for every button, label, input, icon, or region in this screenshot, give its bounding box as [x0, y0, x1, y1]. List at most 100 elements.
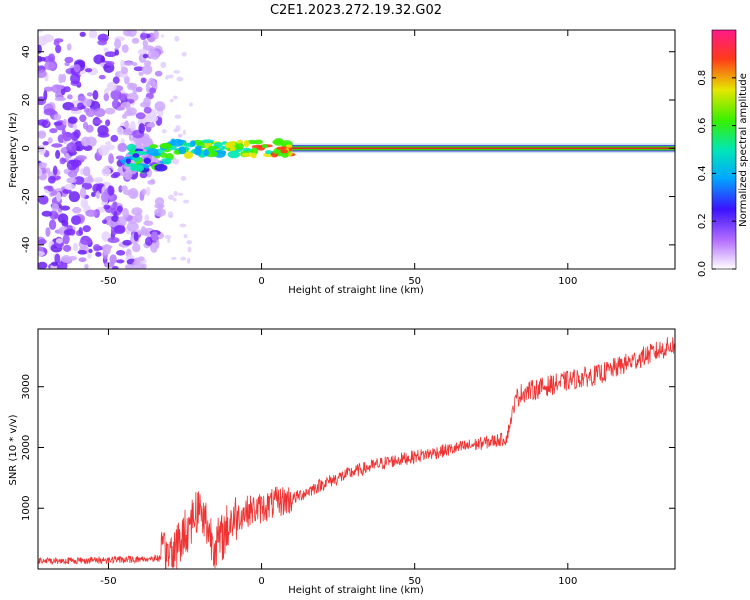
signal-blob	[132, 153, 140, 158]
noise-blob	[154, 70, 163, 77]
noise-blob	[78, 257, 87, 263]
noise-blob	[168, 214, 173, 219]
noise-blob	[84, 264, 89, 269]
signal-blob	[280, 149, 289, 154]
noise-blob	[70, 106, 80, 112]
y-tick-label: 2000	[21, 435, 32, 460]
noise-blob	[133, 231, 139, 242]
x-tick-label: 0	[258, 276, 264, 287]
noise-blob	[70, 73, 81, 85]
noise-blob	[181, 51, 187, 57]
noise-blob	[67, 94, 73, 100]
noise-blob	[68, 191, 81, 203]
noise-blob	[154, 101, 166, 112]
signal-blob	[261, 144, 268, 149]
noise-blob	[65, 152, 70, 162]
noise-blob	[85, 209, 97, 217]
noise-blob	[179, 223, 187, 228]
noise-blob	[150, 50, 160, 60]
signal-blob	[244, 141, 251, 147]
noise-blob	[112, 76, 120, 84]
noise-blob	[86, 92, 93, 97]
noise-blob	[139, 32, 147, 41]
x-tick-label: 100	[558, 276, 577, 287]
signal-blob	[189, 140, 196, 147]
noise-blob	[92, 89, 99, 101]
noise-blob	[67, 116, 78, 124]
noise-blob	[56, 191, 62, 202]
noise-blob	[167, 194, 175, 200]
noise-blob	[102, 219, 107, 224]
signal-blob	[250, 152, 257, 159]
noise-blob	[111, 215, 120, 222]
signal-blob	[123, 156, 136, 161]
colorbar-tick-label: 0.2	[697, 213, 708, 229]
snr-x-ticks: -50 0 50 100	[100, 329, 577, 587]
signal-blob	[224, 142, 233, 149]
noise-blob	[45, 227, 51, 237]
noise-blob	[50, 261, 59, 267]
noise-blob	[95, 190, 101, 199]
signal-blob	[194, 147, 202, 156]
noise-blob	[38, 96, 44, 106]
noise-blob	[90, 191, 96, 197]
noise-blob	[174, 114, 182, 119]
noise-blob	[143, 106, 152, 114]
noise-blob	[137, 256, 145, 261]
signal-blob	[227, 150, 241, 159]
noise-blob	[126, 221, 139, 232]
signal-blob	[178, 146, 187, 155]
noise-blob	[80, 198, 89, 209]
noise-blob	[80, 136, 91, 147]
noise-blob	[103, 87, 110, 96]
noise-blob	[182, 129, 186, 136]
noise-blob	[80, 236, 92, 246]
noise-blob	[116, 205, 124, 213]
noise-blob	[97, 39, 108, 46]
noise-blob	[64, 56, 74, 64]
noise-blob	[38, 195, 49, 205]
noise-blob	[67, 170, 78, 178]
noise-blob	[107, 236, 120, 244]
noise-blob	[133, 66, 144, 72]
x-tick-label: 50	[408, 276, 421, 287]
noise-blob	[124, 120, 129, 130]
noise-blob	[66, 142, 77, 153]
noise-blob	[73, 176, 85, 185]
noise-blob	[183, 233, 188, 239]
noise-blob	[123, 75, 130, 85]
noise-blob	[45, 167, 51, 175]
noise-blob	[38, 69, 47, 79]
snr-series-line	[38, 337, 675, 569]
noise-blob	[112, 201, 118, 209]
noise-blob	[153, 30, 159, 40]
noise-blob	[103, 47, 109, 52]
noise-blob	[71, 215, 82, 226]
noise-blob	[103, 93, 110, 102]
noise-blob	[111, 99, 120, 110]
x-tick-label: 50	[408, 576, 421, 587]
noise-blob	[151, 231, 159, 242]
noise-blob	[135, 86, 143, 93]
noise-blob	[114, 49, 120, 56]
noise-blob	[171, 256, 177, 260]
noise-blob	[161, 129, 167, 134]
noise-blob	[186, 257, 191, 264]
noise-blob	[98, 145, 110, 156]
noise-blob	[38, 30, 44, 33]
colorbar: 0.0 0.2 0.4 0.6 0.8 Normalized spectral ampl…	[697, 29, 749, 277]
noise-blob	[106, 61, 115, 66]
noise-blob	[105, 119, 111, 127]
signal-blob	[229, 145, 236, 153]
noise-blob	[137, 48, 148, 56]
signal-blob	[272, 139, 282, 145]
noise-blob	[121, 44, 129, 53]
x-tick-label: -50	[100, 276, 116, 287]
noise-blob	[61, 128, 66, 136]
noise-blob	[177, 192, 184, 196]
noise-blob	[87, 253, 92, 259]
noise-blob	[172, 158, 180, 165]
noise-blob	[129, 120, 136, 132]
noise-blob	[38, 168, 43, 177]
signal-blob	[126, 143, 137, 152]
